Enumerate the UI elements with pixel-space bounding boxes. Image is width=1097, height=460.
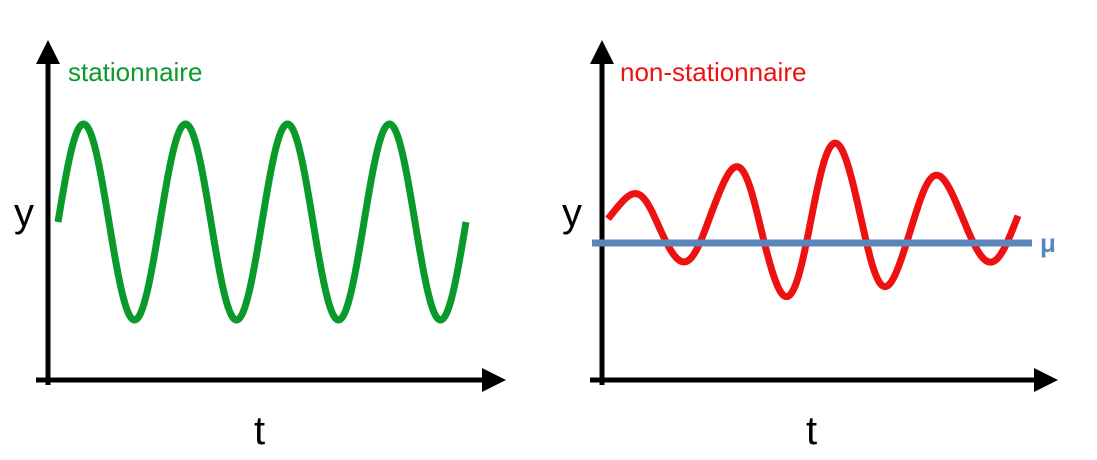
panel-stationary: stationnaire y t <box>14 40 506 453</box>
panel-title: non-stationnaire <box>620 57 806 87</box>
y-axis-arrowhead <box>36 40 60 64</box>
y-axis-label: y <box>562 191 582 235</box>
stationary-curve <box>54 120 470 324</box>
x-axis-arrowhead <box>482 368 506 392</box>
panel-non-stationary: μ non-stationnaire y t <box>562 40 1058 453</box>
mean-line-label: μ <box>1040 228 1056 258</box>
x-axis-label: t <box>806 409 817 453</box>
y-axis-arrowhead <box>590 40 614 64</box>
x-axis-label: t <box>254 409 265 453</box>
non-stationary-curve <box>605 139 1022 301</box>
x-axis-arrowhead <box>1034 368 1058 392</box>
panel-title: stationnaire <box>68 57 202 87</box>
y-axis-label: y <box>14 191 34 235</box>
